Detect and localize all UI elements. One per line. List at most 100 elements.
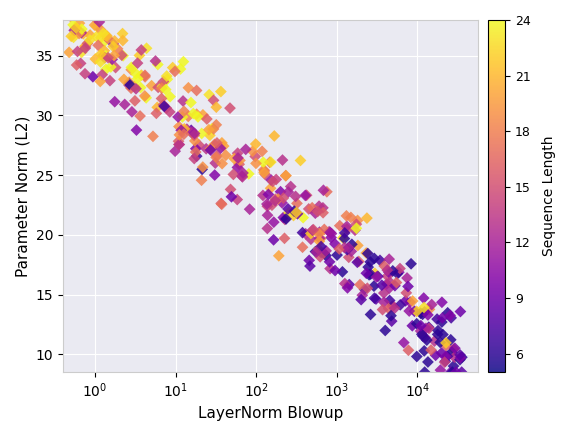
Point: [187, 127, 196, 134]
Point: [370, 270, 380, 277]
Point: [380, 262, 389, 269]
Point: [175, 141, 184, 148]
Point: [90, 22, 99, 29]
Point: [90, 15, 99, 22]
Point: [344, 281, 354, 288]
Point: [212, 140, 221, 146]
Point: [350, 227, 360, 234]
Point: [179, 131, 188, 138]
Point: [422, 337, 431, 344]
Point: [312, 249, 321, 255]
Point: [331, 267, 340, 274]
Point: [301, 230, 310, 237]
Point: [432, 316, 442, 323]
Point: [261, 171, 270, 178]
Point: [96, 51, 105, 58]
Point: [372, 273, 381, 280]
Point: [375, 257, 384, 264]
Point: [94, 42, 103, 49]
Point: [98, 71, 107, 78]
Point: [335, 245, 344, 252]
Point: [420, 308, 429, 315]
Point: [217, 140, 227, 146]
Point: [318, 204, 328, 211]
Point: [442, 342, 451, 349]
Point: [140, 72, 150, 79]
Point: [395, 265, 405, 272]
Point: [314, 245, 323, 252]
Point: [136, 84, 145, 91]
Point: [97, 34, 106, 41]
Point: [127, 108, 136, 115]
Point: [202, 145, 211, 152]
Point: [162, 72, 171, 79]
Point: [309, 226, 318, 233]
Point: [238, 174, 247, 181]
Point: [149, 133, 158, 140]
Point: [83, 10, 92, 17]
Point: [88, 11, 97, 18]
Point: [283, 205, 292, 212]
Point: [125, 81, 134, 88]
Point: [438, 299, 447, 306]
Point: [431, 352, 440, 359]
Point: [205, 132, 214, 139]
Point: [198, 166, 207, 173]
Point: [384, 269, 394, 276]
Point: [133, 75, 142, 82]
Point: [383, 272, 392, 279]
Point: [124, 82, 134, 89]
Point: [379, 290, 388, 296]
Point: [447, 314, 456, 321]
Point: [110, 37, 119, 44]
Point: [258, 192, 268, 199]
Point: [353, 217, 362, 224]
Point: [124, 78, 134, 85]
Point: [416, 327, 425, 334]
Point: [313, 208, 323, 215]
Point: [262, 201, 272, 208]
Point: [284, 209, 294, 216]
Point: [310, 210, 320, 217]
Point: [265, 159, 275, 166]
Point: [212, 154, 221, 161]
Point: [325, 229, 335, 236]
Point: [72, 10, 81, 17]
Point: [370, 255, 379, 262]
Point: [217, 200, 226, 207]
Point: [198, 111, 208, 118]
Point: [421, 325, 431, 332]
Point: [269, 236, 278, 243]
Point: [446, 368, 455, 375]
Point: [298, 244, 307, 251]
Point: [314, 203, 324, 210]
Point: [362, 249, 371, 256]
Point: [233, 150, 242, 157]
Point: [423, 358, 432, 365]
Point: [344, 244, 353, 251]
Point: [406, 260, 416, 267]
Point: [248, 148, 257, 155]
Point: [318, 209, 328, 216]
Point: [98, 52, 108, 59]
Point: [418, 333, 428, 340]
Point: [232, 196, 242, 203]
Point: [358, 292, 367, 299]
Point: [140, 92, 149, 99]
Point: [420, 347, 429, 354]
Point: [88, 73, 98, 80]
Point: [105, 77, 114, 84]
Point: [446, 336, 455, 343]
Point: [390, 282, 399, 289]
Point: [406, 299, 415, 306]
Point: [190, 155, 199, 162]
Point: [399, 339, 409, 346]
Point: [179, 58, 188, 65]
Point: [130, 83, 139, 90]
Point: [434, 327, 443, 334]
Point: [289, 212, 298, 219]
Point: [197, 130, 206, 137]
Point: [343, 246, 352, 253]
Point: [110, 98, 119, 105]
Point: [353, 242, 362, 249]
